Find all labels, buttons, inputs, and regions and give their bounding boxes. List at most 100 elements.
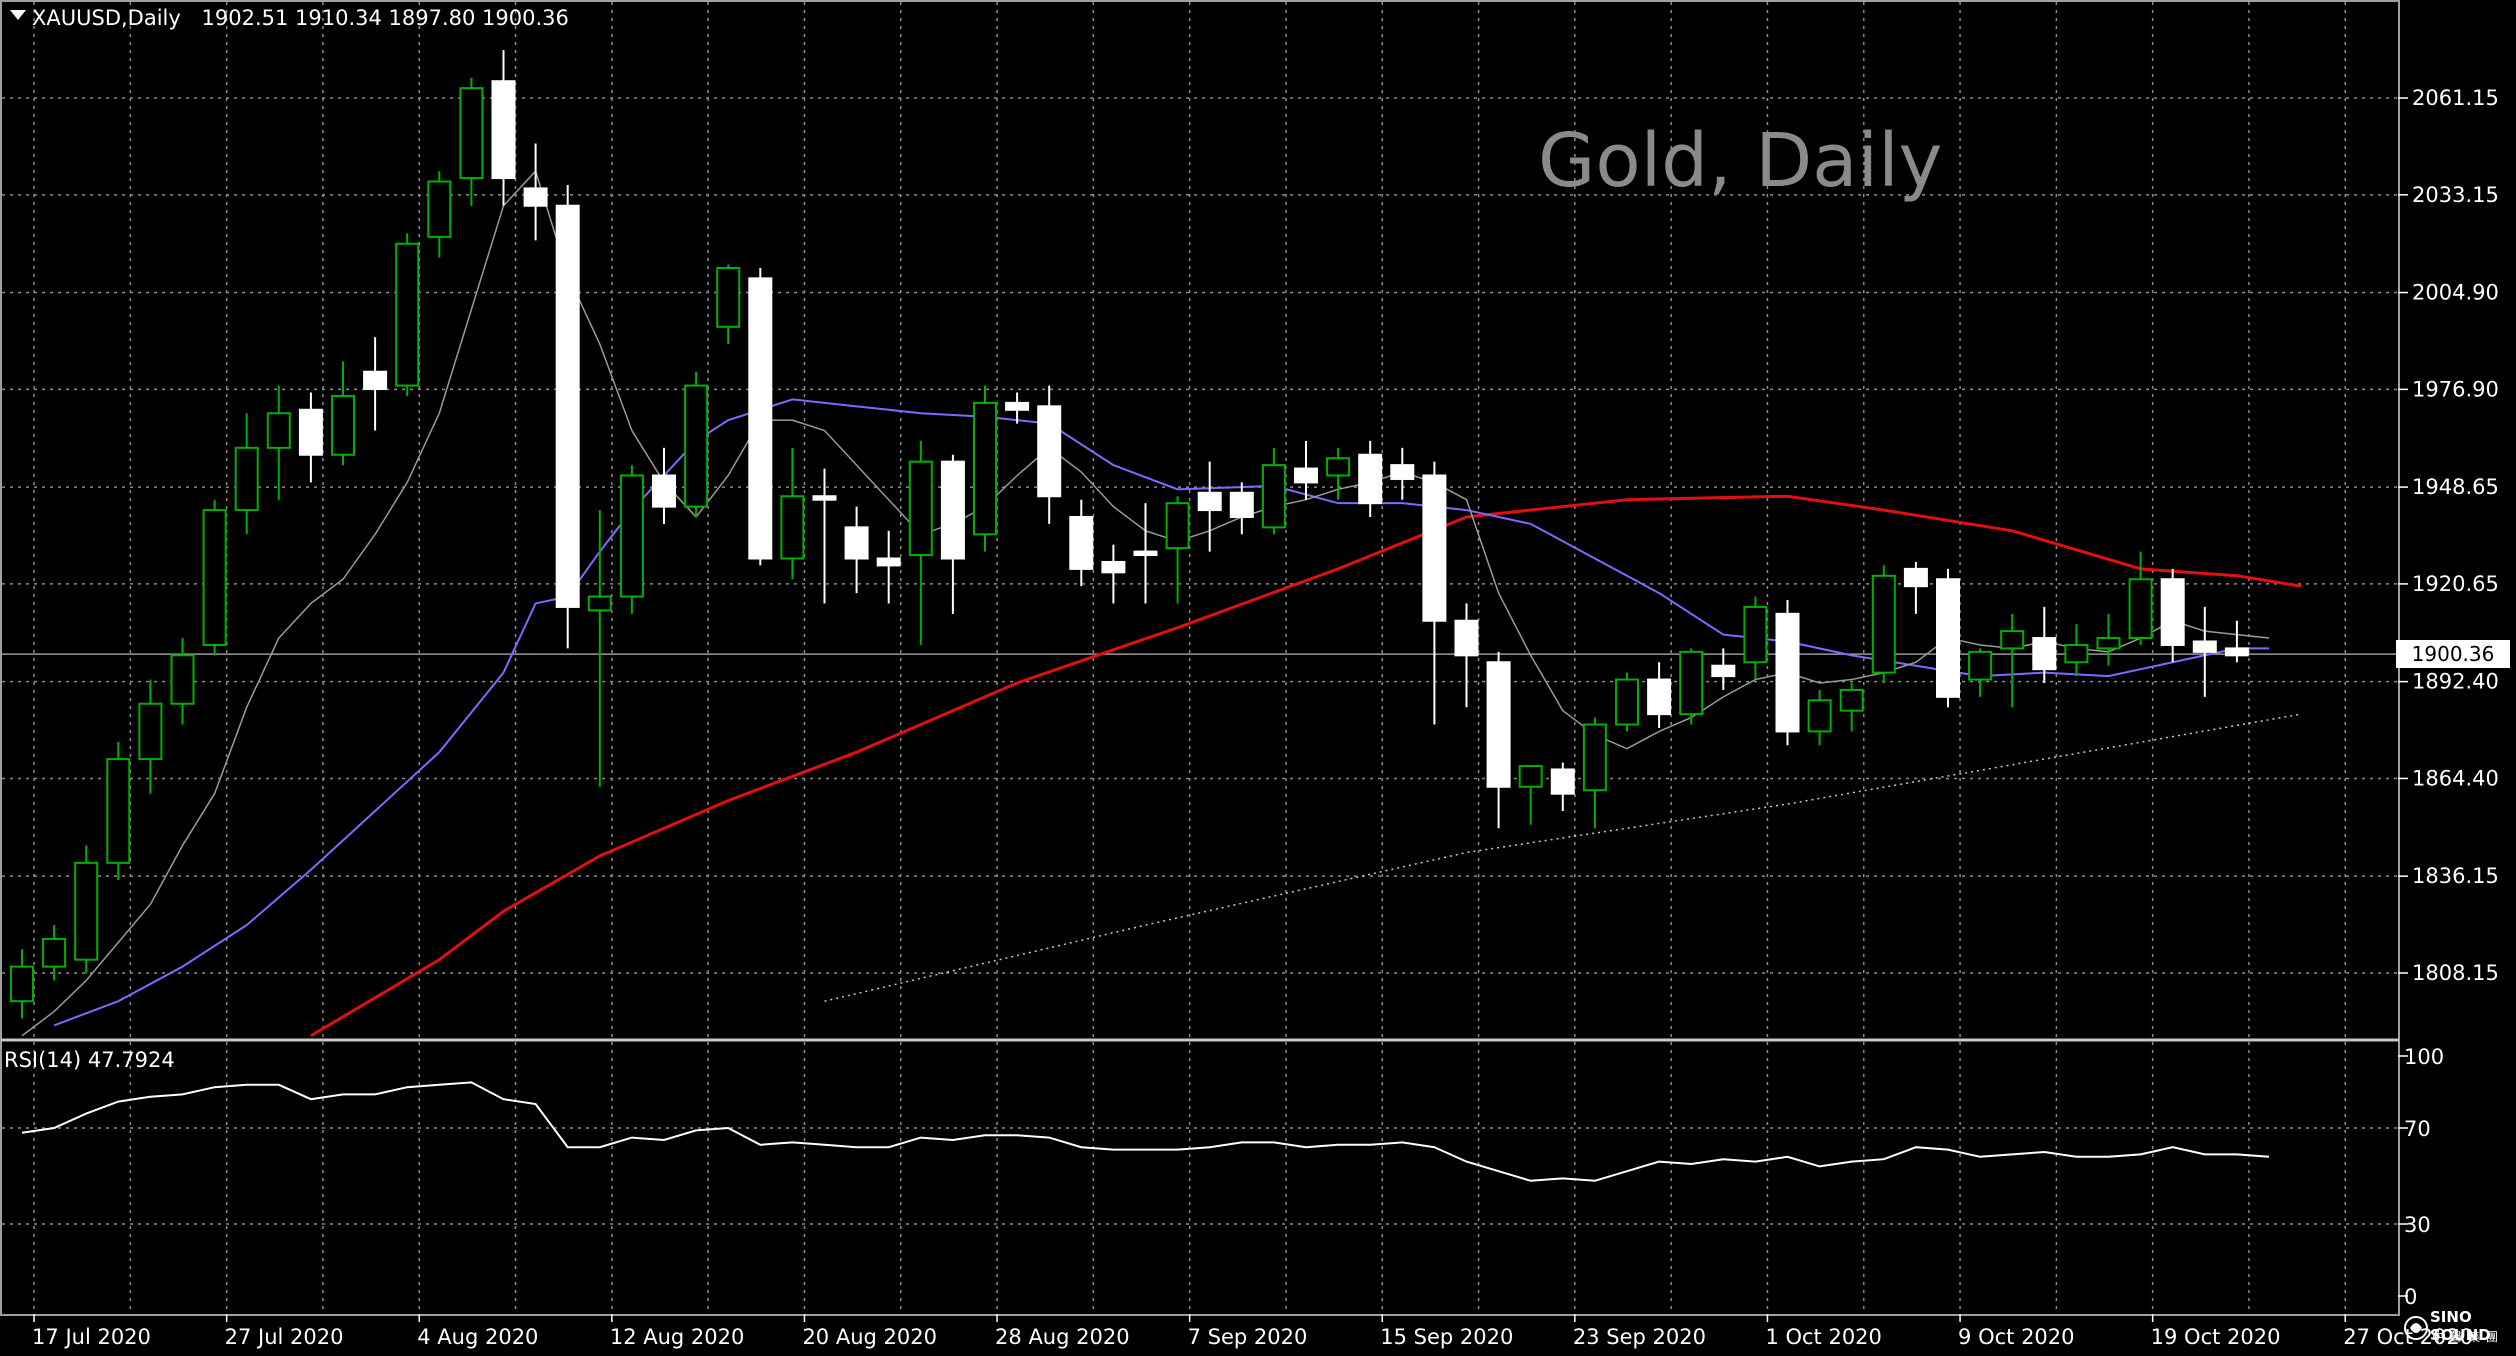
candle-body xyxy=(170,654,195,705)
candle-body xyxy=(138,702,163,761)
chart-watermark-title: Gold, Daily xyxy=(1538,118,1943,204)
candle-body xyxy=(1005,401,1030,411)
date-tick-label: 7 Sep 2020 xyxy=(1188,1325,1308,1349)
candle-body xyxy=(42,937,67,968)
rsi-tick-label: 0 xyxy=(2404,1285,2417,1309)
candle-body xyxy=(1197,491,1222,512)
candle-body xyxy=(298,408,323,456)
rsi-tick-label: 70 xyxy=(2404,1117,2431,1141)
candle-body xyxy=(363,370,388,391)
candle-body xyxy=(427,180,452,238)
candle-body xyxy=(1486,661,1511,788)
candle-body xyxy=(459,87,484,180)
price-tick-label: 1976.90 xyxy=(2412,377,2499,401)
moving-average-200-line xyxy=(824,713,2302,1002)
candle-body xyxy=(10,965,34,1003)
candle-body xyxy=(2000,630,2025,650)
candle-body xyxy=(2224,647,2249,657)
candle-body xyxy=(652,474,676,508)
candle-body xyxy=(1518,765,1543,788)
candle-body xyxy=(1358,453,1383,505)
candle-body xyxy=(1550,768,1575,795)
chart-header: XAUUSD,Daily 1902.51 1910.34 1897.80 190… xyxy=(32,6,569,30)
candle-body xyxy=(1454,619,1479,657)
ohlc-label: 1902.51 1910.34 1897.80 1900.36 xyxy=(201,6,569,30)
candle-body xyxy=(1229,491,1254,518)
current-price-tag: 1900.36 xyxy=(2396,640,2510,668)
candle-body xyxy=(876,557,901,567)
candle-body xyxy=(1679,650,1704,716)
candle-body xyxy=(1133,550,1158,557)
candle-body xyxy=(908,460,933,557)
company-logo: SINO SOUND 中聲集團 xyxy=(2402,1308,2512,1348)
candle-body xyxy=(491,80,516,180)
candle-body xyxy=(2192,640,2217,653)
date-tick-label: 9 Oct 2020 xyxy=(1958,1325,2074,1349)
moving-average-20-line xyxy=(53,398,2269,1027)
candle-body xyxy=(523,187,548,207)
candle-body xyxy=(684,384,709,508)
price-tick-label: 2004.90 xyxy=(2412,281,2499,305)
candle-body xyxy=(395,242,420,387)
date-tick-label: 17 Jul 2020 xyxy=(32,1325,151,1349)
price-tick-label: 2061.15 xyxy=(2412,86,2499,110)
candle-body xyxy=(1582,723,1607,792)
price-tick-label: 1808.15 xyxy=(2412,961,2499,985)
date-tick-label: 28 Aug 2020 xyxy=(995,1325,1130,1349)
candle-body xyxy=(1101,560,1126,574)
candle-body xyxy=(1647,678,1672,716)
candle-body xyxy=(973,401,997,536)
date-tick-label: 27 Jul 2020 xyxy=(225,1325,344,1349)
logo-text-cn: 中聲集團 xyxy=(2432,1330,2505,1344)
candle-body xyxy=(2032,637,2057,671)
date-tick-label: 23 Sep 2020 xyxy=(1573,1325,1706,1349)
rsi-tick-label: 100 xyxy=(2404,1045,2444,1069)
price-tick-label: 1864.40 xyxy=(2412,766,2499,790)
date-tick-label: 12 Aug 2020 xyxy=(610,1325,745,1349)
date-tick-label: 4 Aug 2020 xyxy=(417,1325,538,1349)
date-tick-label: 20 Aug 2020 xyxy=(802,1325,937,1349)
date-tick-label: 19 Oct 2020 xyxy=(2151,1325,2281,1349)
candle-body xyxy=(1294,467,1318,484)
candle-body xyxy=(940,460,965,560)
candle-body xyxy=(1903,567,1928,588)
candle-body xyxy=(1871,574,1896,674)
price-tick-label: 1920.65 xyxy=(2412,572,2499,596)
candle-body xyxy=(780,495,805,560)
candle-body xyxy=(1069,515,1094,570)
candle-body xyxy=(234,446,259,512)
price-tick-label: 1836.15 xyxy=(2412,864,2499,888)
candle-body xyxy=(1807,699,1832,733)
candle-body xyxy=(106,758,131,864)
candle-body xyxy=(716,266,741,328)
moving-average-100-line xyxy=(310,494,2302,1038)
candle-body xyxy=(202,509,227,646)
candle-body xyxy=(1390,464,1415,480)
price-tick-label: 2033.15 xyxy=(2412,183,2499,207)
candle-body xyxy=(1422,474,1447,622)
menu-triangle-icon[interactable] xyxy=(10,10,26,20)
candle-body xyxy=(1037,405,1062,498)
candle-body xyxy=(2096,637,2121,650)
candle-body xyxy=(587,595,612,612)
price-tick-label: 1892.40 xyxy=(2412,670,2499,694)
rsi-tick-label: 30 xyxy=(2404,1213,2431,1237)
candle-body xyxy=(812,495,837,501)
candle-body xyxy=(1326,457,1351,477)
candle-body xyxy=(1165,502,1190,550)
candle-body xyxy=(1743,605,1768,664)
candle-body xyxy=(1968,650,1993,681)
candle-body xyxy=(1615,678,1639,726)
candle-body xyxy=(74,861,99,961)
candle-body xyxy=(2128,578,2153,640)
candle-body xyxy=(619,474,644,598)
logo-text: SINO SOUND xyxy=(2430,1308,2491,1344)
candle-body xyxy=(1775,612,1800,733)
rsi-line xyxy=(21,1081,2270,1182)
candle-body xyxy=(1261,464,1286,529)
candle-body xyxy=(748,277,773,560)
price-tick-label: 1948.65 xyxy=(2412,475,2499,499)
candle-body xyxy=(2064,643,2089,664)
